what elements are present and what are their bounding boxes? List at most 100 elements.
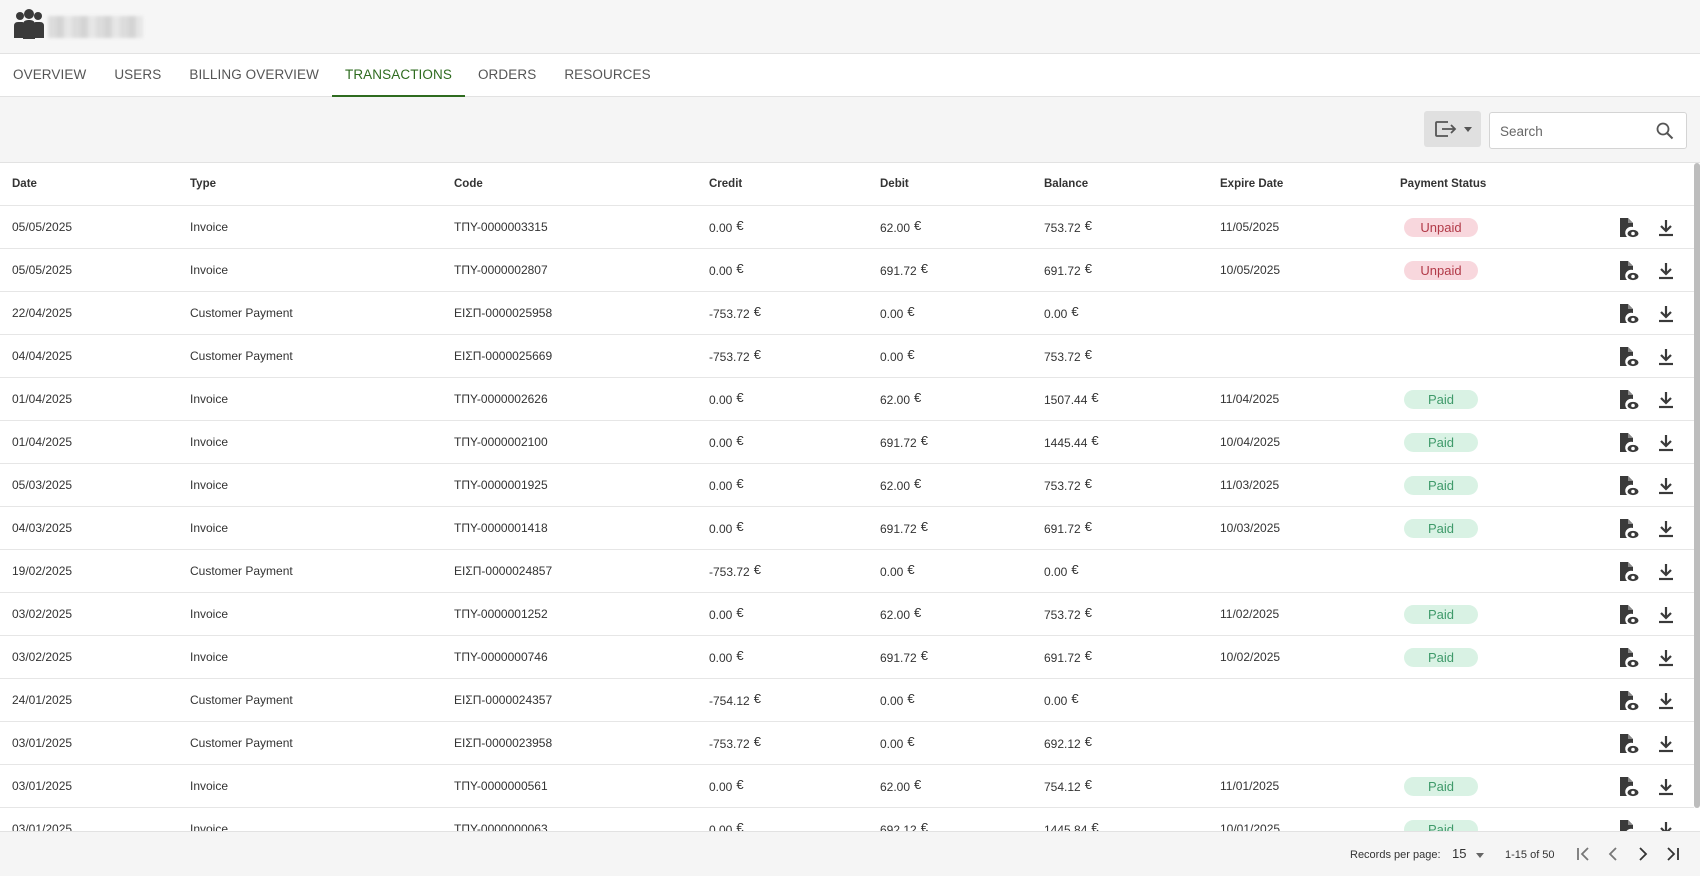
currency-symbol: € [920, 261, 928, 276]
download-icon[interactable] [1655, 604, 1677, 626]
table-toolbar [0, 97, 1700, 163]
file-view-icon[interactable] [1617, 432, 1639, 454]
currency-symbol: € [907, 562, 915, 577]
table-row[interactable]: 04/04/2025 Customer Payment ΕΙΣΠ-000002566… [0, 335, 1694, 378]
file-view-icon[interactable] [1617, 819, 1639, 831]
tab-overview[interactable]: OVERVIEW [13, 67, 87, 82]
records-per-page-select[interactable]: 15 [1452, 846, 1488, 864]
cell-debit: 691.72 € [880, 636, 928, 679]
table-row[interactable]: 01/04/2025 Invoice ΤΠΥ-0000002100 0.00 €691.… [0, 421, 1694, 464]
cell-credit-value: -753.72 [709, 565, 750, 579]
table-row[interactable]: 03/02/2025 Invoice ΤΠΥ-0000001252 0.00 €62.0… [0, 593, 1694, 636]
cell-debit: 691.72 € [880, 421, 928, 464]
table-row[interactable]: 03/02/2025 Invoice ΤΠΥ-0000000746 0.00 €691.… [0, 636, 1694, 679]
table-row[interactable]: 05/05/2025 Invoice ΤΠΥ-0000002807 0.00 €691.… [0, 249, 1694, 292]
cell-type-value: Invoice [190, 650, 229, 664]
column-header-date[interactable]: Date [12, 178, 37, 190]
cell-code: ΤΠΥ-0000002626 [454, 378, 548, 421]
file-view-icon[interactable] [1617, 733, 1639, 755]
table-row[interactable]: 24/01/2025 Customer Payment ΕΙΣΠ-000002435… [0, 679, 1694, 722]
first-page-icon[interactable] [1572, 843, 1594, 865]
tab-transactions[interactable]: TRANSACTIONS [331, 54, 465, 97]
file-view-icon[interactable] [1617, 260, 1639, 282]
file-view-icon[interactable] [1617, 346, 1639, 368]
tab-orders[interactable]: ORDERS [477, 67, 537, 82]
column-header-credit[interactable]: Credit [709, 178, 743, 190]
download-icon[interactable] [1655, 303, 1677, 325]
currency-symbol: € [1084, 218, 1092, 233]
cell-balance-value: 1445.44 [1044, 436, 1088, 450]
previous-page-icon[interactable] [1602, 843, 1624, 865]
file-view-icon[interactable] [1617, 518, 1639, 540]
cell-balance: 753.72 € [1044, 206, 1092, 249]
download-icon[interactable] [1655, 733, 1677, 755]
cell-debit-value: 691.72 [880, 522, 917, 536]
table-row[interactable]: 05/03/2025 Invoice ΤΠΥ-0000001925 0.00 €62.0… [0, 464, 1694, 507]
download-icon[interactable] [1655, 475, 1677, 497]
cell-balance-value: 753.72 [1044, 350, 1081, 364]
file-view-icon[interactable] [1617, 647, 1639, 669]
table-row[interactable]: 22/04/2025 Customer Payment ΕΙΣΠ-000002595… [0, 292, 1694, 335]
file-view-icon[interactable] [1617, 776, 1639, 798]
payment-status-badge: Paid [1404, 820, 1478, 831]
column-header-code[interactable]: Code [454, 178, 483, 190]
download-icon[interactable] [1655, 776, 1677, 798]
table-row[interactable]: 01/04/2025 Invoice ΤΠΥ-0000002626 0.00 €62.0… [0, 378, 1694, 421]
cell-code: ΕΙΣΠ-0000025669 [454, 335, 552, 378]
cell-type: Invoice [190, 765, 228, 808]
cell-type: Invoice [190, 378, 228, 421]
download-icon[interactable] [1655, 518, 1677, 540]
download-icon[interactable] [1655, 819, 1677, 831]
column-header-payment-status[interactable]: Payment Status [1400, 178, 1487, 190]
table-row[interactable]: 03/01/2025 Customer Payment ΕΙΣΠ-000002395… [0, 722, 1694, 765]
download-icon[interactable] [1655, 389, 1677, 411]
cell-credit-value: 0.00 [709, 780, 733, 794]
tab-billing-overview[interactable]: BILLING OVERVIEW [189, 67, 319, 82]
column-header-debit[interactable]: Debit [880, 178, 909, 190]
download-icon[interactable] [1655, 346, 1677, 368]
cell-expire-date-value: 11/03/2025 [1220, 478, 1280, 492]
cell-credit-value: 0.00 [709, 608, 733, 622]
table-row[interactable]: 03/01/2025 Invoice ΤΠΥ-0000000063 0.00 €692.… [0, 808, 1694, 831]
table-row[interactable]: 03/01/2025 Invoice ΤΠΥ-0000000561 0.00 €62.0… [0, 765, 1694, 808]
cell-credit-value: 0.00 [709, 522, 733, 536]
column-header-expire-date[interactable]: Expire Date [1220, 178, 1284, 190]
cell-code-value: ΤΠΥ-0000002626 [454, 392, 548, 406]
cell-balance-value: 754.12 [1044, 780, 1081, 794]
table-row[interactable]: 19/02/2025 Customer Payment ΕΙΣΠ-000002485… [0, 550, 1694, 593]
tab-resources[interactable]: RESOURCES [564, 67, 651, 82]
file-view-icon[interactable] [1617, 561, 1639, 583]
currency-symbol: € [1084, 476, 1092, 491]
cell-debit: 0.00 € [880, 722, 915, 765]
table-row[interactable]: 04/03/2025 Invoice ΤΠΥ-0000001418 0.00 €691.… [0, 507, 1694, 550]
search-box[interactable] [1489, 112, 1687, 149]
file-view-icon[interactable] [1617, 604, 1639, 626]
search-input[interactable] [1500, 121, 1650, 141]
download-icon[interactable] [1655, 561, 1677, 583]
file-view-icon[interactable] [1617, 217, 1639, 239]
file-view-icon[interactable] [1617, 303, 1639, 325]
export-button[interactable] [1424, 111, 1481, 147]
download-icon[interactable] [1655, 690, 1677, 712]
last-page-icon[interactable] [1662, 843, 1684, 865]
file-view-icon[interactable] [1617, 690, 1639, 712]
column-header-type[interactable]: Type [190, 178, 216, 190]
download-icon[interactable] [1655, 260, 1677, 282]
cell-date-value: 22/04/2025 [12, 306, 73, 320]
cell-date: 05/05/2025 [12, 206, 72, 249]
column-header-balance[interactable]: Balance [1044, 178, 1089, 190]
pagination-bar: Records per page: 15 1-15 of 50 [0, 831, 1700, 876]
table-scrollbar[interactable] [1694, 163, 1700, 808]
file-view-icon[interactable] [1617, 475, 1639, 497]
next-page-icon[interactable] [1632, 843, 1654, 865]
currency-symbol: € [736, 261, 744, 276]
download-icon[interactable] [1655, 647, 1677, 669]
payment-status-badge: Paid [1404, 476, 1478, 495]
tab-users[interactable]: USERS [114, 67, 162, 82]
cell-debit: 692.12 € [880, 808, 928, 831]
table-row[interactable]: 05/05/2025 Invoice ΤΠΥ-0000003315 0.00 €62.0… [0, 206, 1694, 249]
download-icon[interactable] [1655, 432, 1677, 454]
search-icon[interactable] [1656, 122, 1674, 140]
download-icon[interactable] [1655, 217, 1677, 239]
file-view-icon[interactable] [1617, 389, 1639, 411]
